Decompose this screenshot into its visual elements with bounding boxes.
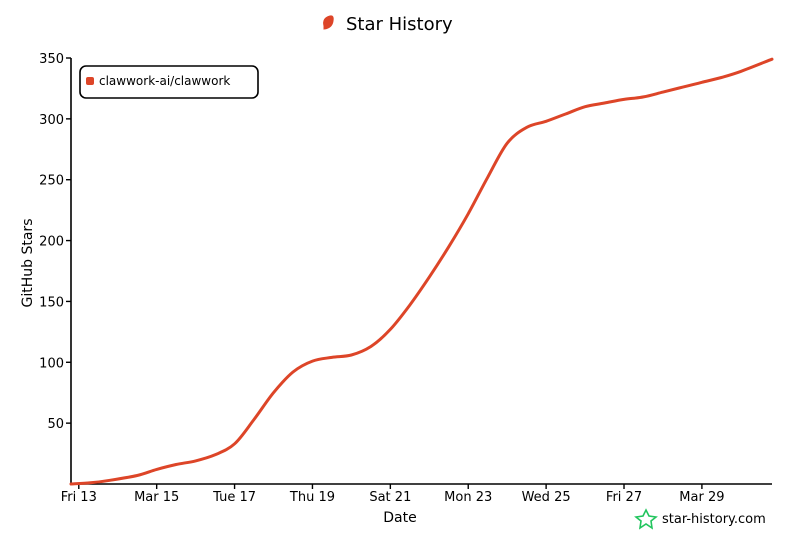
y-tick-label: 300 — [39, 113, 64, 128]
x-tick-label: Mar 29 — [679, 490, 724, 505]
x-tick-group: Fri 13 Mar 15 Tue 17 Thu 19 Sat 21 Mon 23 Wed … — [61, 484, 725, 505]
star-history-logo-icon — [323, 15, 334, 30]
y-tick-label: 250 — [39, 174, 64, 189]
x-tick-label: Fri 13 — [61, 490, 97, 505]
x-axis-label: Date — [383, 510, 416, 526]
x-tick-label: Tue 17 — [212, 490, 256, 505]
series-line — [69, 57, 774, 486]
x-tick-label: Mar 15 — [134, 490, 179, 505]
y-tick-group: 50 100 150 200 250 300 350 — [39, 52, 71, 432]
y-tick-label: 350 — [39, 52, 64, 67]
y-tick-label: 150 — [39, 295, 64, 310]
x-tick-label: Sat 21 — [369, 490, 411, 505]
x-tick-label: Fri 27 — [606, 490, 642, 505]
y-axis-label: GitHub Stars — [20, 219, 36, 308]
x-tick-label: Mon 23 — [444, 490, 492, 505]
watermark: star-history.com — [634, 508, 766, 530]
x-tick-label: Thu 19 — [289, 490, 335, 505]
legend-box — [79, 65, 259, 99]
chart-title: Star History — [323, 14, 453, 35]
legend: clawwork-ai/clawwork — [79, 65, 259, 99]
y-tick-label: 100 — [39, 356, 64, 371]
legend-swatch — [86, 77, 94, 85]
chart-title-text: Star History — [346, 14, 453, 35]
legend-label: clawwork-ai/clawwork — [99, 74, 230, 88]
watermark-text: star-history.com — [662, 512, 766, 527]
star-icon — [634, 508, 658, 530]
y-tick-label: 50 — [47, 417, 64, 432]
x-tick-label: Wed 25 — [522, 490, 571, 505]
y-tick-label: 200 — [39, 235, 64, 250]
